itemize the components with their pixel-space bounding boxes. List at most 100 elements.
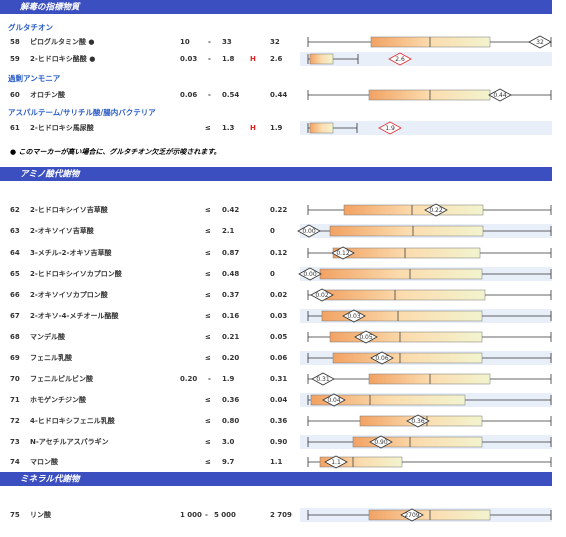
range-box: [368, 373, 491, 385]
range-low: 0.06: [180, 91, 197, 99]
section-title: ミネラル代謝物: [20, 474, 81, 485]
row-no: 67: [10, 312, 20, 320]
range-sep: -: [205, 511, 208, 519]
marker-diamond: [342, 309, 366, 323]
row-name: 2-ヒドロキシイソ吉草酸: [30, 205, 109, 214]
marker-diamond: [488, 88, 512, 102]
row-name: フェニルピルビン酸: [30, 374, 94, 383]
range-high: 2.1: [222, 227, 235, 235]
range-high: 1.3: [222, 124, 235, 132]
marker-label: 0.31: [316, 376, 330, 383]
range-sep: ≤: [205, 124, 211, 132]
marker-diamond: [400, 508, 424, 522]
result-value: 0.22: [270, 206, 287, 214]
row-no: 64: [10, 249, 20, 257]
row-band: [300, 52, 552, 66]
range-box: [332, 352, 483, 364]
marker-label: 32: [536, 39, 544, 46]
row-name: 2-オキソイソ吉草酸: [30, 226, 95, 235]
result-value: 0.03: [270, 312, 287, 320]
marker-label: 0.36: [411, 418, 425, 425]
range-sep: -: [208, 38, 211, 46]
row-no: 65: [10, 270, 20, 278]
marker-diamond: [311, 372, 335, 386]
row-name: 4-ヒドロキシフェニル乳酸: [30, 416, 116, 425]
row-no: 60: [10, 91, 20, 99]
row-name: 2-オキソ-4-メチオール酪酸: [30, 311, 119, 320]
range-high: 3.0: [222, 438, 235, 446]
row-name: マロン酸: [30, 457, 59, 466]
flag: H: [250, 124, 256, 132]
marker-diamond: [322, 393, 346, 407]
range-high: 0.36: [222, 396, 239, 404]
marker-diamond: [528, 35, 552, 49]
range-high: 33: [222, 38, 232, 46]
range-box: [368, 89, 491, 101]
row-name: ホモゲンチジン酸: [30, 395, 87, 404]
range-box: [321, 289, 486, 301]
result-value: 0.31: [270, 375, 287, 383]
range-box: [370, 36, 491, 48]
range-high: 0.87: [222, 249, 239, 257]
range-sep: ≤: [205, 333, 211, 341]
range-sep: ≤: [205, 438, 211, 446]
marker-diamond: [369, 435, 393, 449]
row-no: 72: [10, 417, 20, 425]
range-low: 10: [180, 38, 190, 46]
marker-label: 0.00: [303, 271, 317, 278]
marker-label: 0.02: [315, 292, 329, 299]
result-value: 2 709: [270, 511, 292, 519]
row-no: 63: [10, 227, 20, 235]
result-value: 1.1: [270, 458, 283, 466]
range-sep: ≤: [205, 206, 211, 214]
marker-label: 2709: [404, 512, 419, 519]
range-box: [321, 310, 483, 322]
range-high: 0.42: [222, 206, 239, 214]
row-name: フェニル乳酸: [30, 353, 73, 362]
section-bar: [0, 472, 552, 486]
range-high: 0.21: [222, 333, 239, 341]
marker-diamond: [370, 351, 394, 365]
row-name: マンデル酸: [30, 332, 66, 341]
range-box: [329, 331, 483, 343]
result-value: 0.04: [270, 396, 287, 404]
row-name: オロチン酸: [30, 90, 66, 99]
marker-diamond: [298, 267, 322, 281]
marker-diamond: [354, 330, 378, 344]
marker-label: 0.00: [302, 228, 316, 235]
row-name: 3-メチル-2-オキソ吉草酸: [30, 248, 112, 257]
row-no: 61: [10, 124, 20, 132]
range-box: [310, 394, 466, 406]
row-name: 2-ヒドロキシ馬尿酸: [30, 123, 95, 132]
range-sep: ≤: [205, 396, 211, 404]
range-box: [309, 122, 334, 134]
row-no: 62: [10, 206, 20, 214]
range-box: [352, 436, 483, 448]
row-no: 58: [10, 38, 20, 46]
flag: H: [250, 55, 256, 63]
range-high: 1.8: [222, 55, 235, 63]
result-value: 0.36: [270, 417, 287, 425]
range-box: [319, 268, 483, 280]
range-high: 0.54: [222, 91, 239, 99]
row-band: [300, 121, 552, 135]
range-sep: ≤: [205, 354, 211, 362]
range-high: 5 000: [214, 511, 236, 519]
marker-label: 0.22: [429, 207, 443, 214]
range-high: 0.48: [222, 270, 239, 278]
range-sep: ≤: [205, 227, 211, 235]
marker-label: 0.04: [327, 397, 341, 404]
row-no: 59: [10, 55, 20, 63]
row-name: ピログルタミン酸 ●: [30, 37, 95, 46]
range-high: 0.16: [222, 312, 239, 320]
row-no: 71: [10, 396, 20, 404]
range-sep: ≤: [205, 270, 211, 278]
footnote: ● このマーカーが高い場合に、グルタチオン欠乏が示唆されます。: [10, 147, 221, 156]
range-high: 0.80: [222, 417, 239, 425]
row-name: リン酸: [30, 510, 52, 519]
range-sep: ≤: [205, 249, 211, 257]
result-value: 0.90: [270, 438, 287, 446]
section-title: 解毒の指標物質: [19, 2, 81, 13]
marker-diamond: [297, 224, 321, 238]
